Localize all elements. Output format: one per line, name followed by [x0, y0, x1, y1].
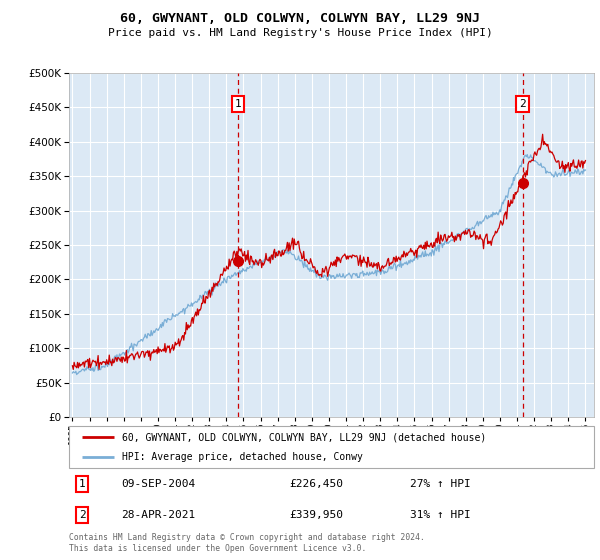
Text: 09-SEP-2004: 09-SEP-2004 [121, 479, 196, 489]
Text: 31% ↑ HPI: 31% ↑ HPI [410, 510, 471, 520]
Text: 27% ↑ HPI: 27% ↑ HPI [410, 479, 471, 489]
Text: HPI: Average price, detached house, Conwy: HPI: Average price, detached house, Conw… [121, 452, 362, 462]
Text: Contains HM Land Registry data © Crown copyright and database right 2024.
This d: Contains HM Land Registry data © Crown c… [69, 533, 425, 553]
Text: 1: 1 [235, 99, 242, 109]
Text: Price paid vs. HM Land Registry's House Price Index (HPI): Price paid vs. HM Land Registry's House … [107, 28, 493, 38]
Text: 60, GWYNANT, OLD COLWYN, COLWYN BAY, LL29 9NJ: 60, GWYNANT, OLD COLWYN, COLWYN BAY, LL2… [120, 12, 480, 25]
Text: 2: 2 [79, 510, 86, 520]
Text: £339,950: £339,950 [290, 510, 343, 520]
Text: 1: 1 [79, 479, 86, 489]
Text: £226,450: £226,450 [290, 479, 343, 489]
Text: 2: 2 [519, 99, 526, 109]
Text: 60, GWYNANT, OLD COLWYN, COLWYN BAY, LL29 9NJ (detached house): 60, GWYNANT, OLD COLWYN, COLWYN BAY, LL2… [121, 432, 486, 442]
Text: 28-APR-2021: 28-APR-2021 [121, 510, 196, 520]
FancyBboxPatch shape [69, 426, 594, 468]
